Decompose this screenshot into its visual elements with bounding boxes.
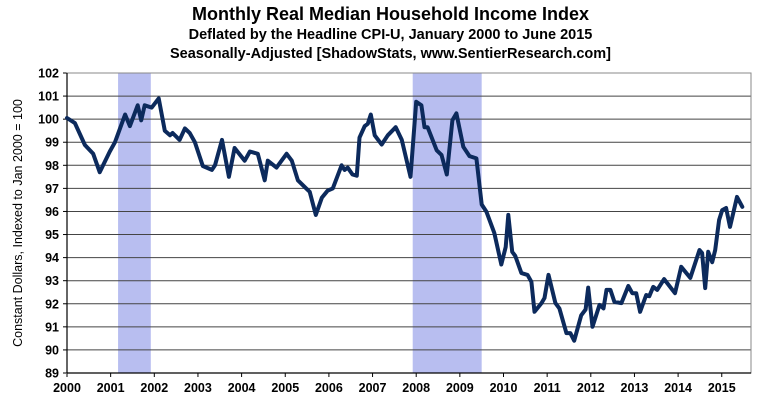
y-tick-label: 95 bbox=[45, 228, 59, 242]
x-tick-label: 2006 bbox=[315, 381, 343, 395]
y-tick-label: 93 bbox=[45, 274, 59, 288]
y-tick-label: 101 bbox=[38, 90, 59, 104]
recession-shading bbox=[118, 73, 482, 373]
x-tick-label: 2003 bbox=[184, 381, 212, 395]
x-tick-label: 2011 bbox=[534, 381, 561, 395]
x-tick-label: 2001 bbox=[97, 381, 125, 395]
y-tick-labels: 89 90 91 92 93 94 95 96 97 98 99 100 101 102 bbox=[38, 67, 59, 381]
y-tick-label: 90 bbox=[45, 343, 59, 357]
x-tick-label: 2009 bbox=[446, 381, 474, 395]
series-line bbox=[65, 96, 745, 343]
y-tick-label: 102 bbox=[38, 67, 59, 81]
x-tick-label: 2004 bbox=[228, 381, 256, 395]
x-tick-label: 2010 bbox=[490, 381, 518, 395]
x-tick-label: 2015 bbox=[708, 381, 736, 395]
y-tick-label: 94 bbox=[45, 251, 59, 265]
chart-subtitle-1: Deflated by the Headline CPI-U, January … bbox=[188, 27, 593, 43]
gridlines bbox=[63, 72, 751, 377]
x-tick-label: 2013 bbox=[621, 381, 649, 395]
y-tick-label: 98 bbox=[45, 159, 59, 173]
chart-title: Monthly Real Median Household Income Ind… bbox=[191, 4, 590, 24]
x-tick-label: 2005 bbox=[271, 381, 299, 395]
x-tick-label: 2007 bbox=[359, 381, 387, 395]
series bbox=[65, 96, 745, 343]
y-axis-label: Constant Dollars, Indexed to Jan 2000 = … bbox=[11, 99, 25, 347]
x-tick-label: 2002 bbox=[140, 381, 168, 395]
y-tick-label: 92 bbox=[45, 297, 59, 311]
plot-frame bbox=[66, 72, 752, 374]
y-tick-label: 96 bbox=[45, 205, 59, 219]
chart-subtitle-2: Seasonally-Adjusted [ShadowStats, www.Se… bbox=[169, 46, 612, 62]
x-tick-label: 2008 bbox=[402, 381, 430, 395]
y-tick-label: 97 bbox=[45, 182, 59, 196]
y-tick-label: 99 bbox=[45, 136, 59, 150]
x-tick-label: 2000 bbox=[53, 381, 81, 395]
y-tick-label: 89 bbox=[45, 367, 59, 381]
x-tick-label: 2014 bbox=[664, 381, 692, 395]
x-tick-label: 2012 bbox=[577, 381, 605, 395]
x-tick-labels: 2000 2001 2002 2003 2004 2005 2006 2007 2008 2009… bbox=[53, 381, 736, 395]
y-tick-label: 91 bbox=[45, 320, 59, 334]
y-tick-label: 100 bbox=[38, 113, 59, 127]
